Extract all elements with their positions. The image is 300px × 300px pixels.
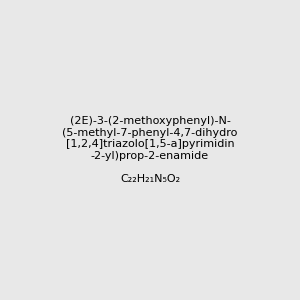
Text: (2E)-3-(2-methoxyphenyl)-N-
(5-methyl-7-phenyl-4,7-dihydro
[1,2,4]triazolo[1,5-a: (2E)-3-(2-methoxyphenyl)-N- (5-methyl-7-… bbox=[62, 116, 238, 184]
